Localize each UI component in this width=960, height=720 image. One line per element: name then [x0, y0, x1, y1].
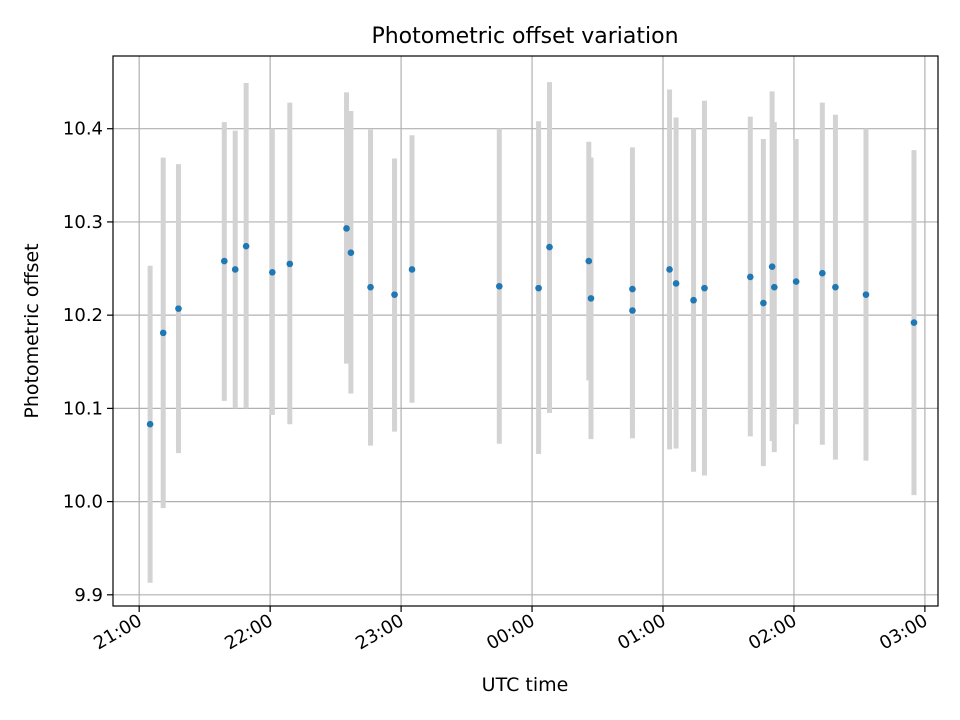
data-point — [408, 266, 416, 273]
data-point — [792, 278, 800, 285]
data-point — [760, 299, 767, 307]
data-point — [587, 295, 595, 302]
data-point — [535, 284, 542, 292]
data-point — [546, 243, 553, 251]
data-point — [629, 307, 636, 314]
y-tick-label: 10.3 — [63, 212, 103, 233]
y-tick-label: 9.9 — [74, 585, 103, 606]
data-point — [343, 225, 350, 232]
data-point — [221, 257, 228, 265]
y-tick-label: 10.2 — [63, 305, 103, 326]
data-point — [391, 291, 398, 298]
y-axis-title: Photometric offset — [21, 243, 43, 418]
data-point — [768, 263, 776, 270]
data-point — [175, 305, 182, 312]
data-point — [146, 420, 154, 428]
data-point — [242, 242, 250, 250]
data-point — [367, 283, 374, 291]
y-tick-label: 10.1 — [63, 398, 103, 419]
data-point — [672, 280, 680, 287]
y-axis-ticks: 9.9 10.0 10.1 10.2 10.3 10.4 — [63, 119, 113, 606]
data-point — [159, 329, 167, 337]
data-point — [666, 266, 673, 273]
y-tick-label: 10.4 — [63, 119, 103, 140]
data-point — [286, 260, 294, 268]
data-point — [585, 257, 593, 265]
data-point — [629, 285, 636, 293]
data-point — [819, 269, 826, 277]
plot-frame — [112, 55, 939, 607]
data-point — [701, 284, 708, 292]
data-point — [747, 273, 754, 281]
data-point — [496, 282, 503, 290]
data-point — [862, 291, 870, 298]
data-point — [910, 319, 918, 326]
data-points — [146, 225, 918, 428]
data-point — [832, 283, 839, 291]
data-point — [690, 296, 697, 304]
data-point — [231, 266, 239, 273]
data-point — [269, 268, 276, 276]
data-point — [347, 249, 355, 256]
data-point — [771, 283, 778, 291]
chart-title: Photometric offset variation — [371, 24, 678, 49]
x-axis-title: UTC time — [482, 674, 569, 696]
y-tick-label: 10.0 — [63, 492, 103, 513]
